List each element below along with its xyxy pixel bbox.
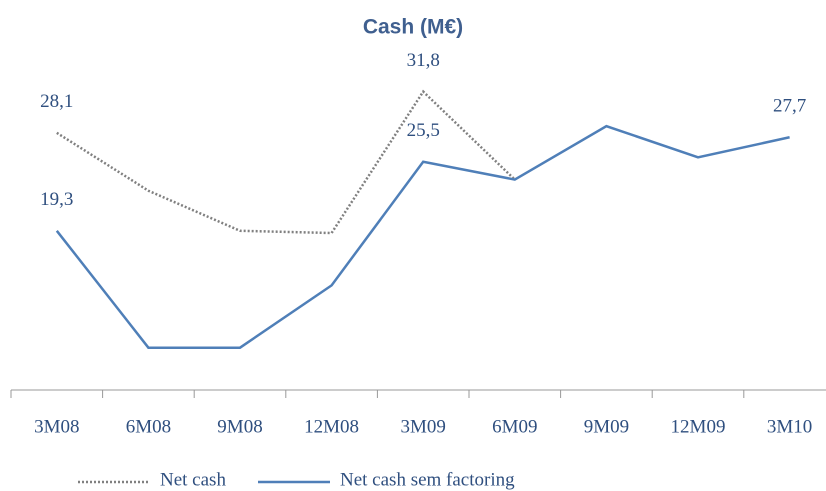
x-tick-label: 6M09 <box>492 416 537 437</box>
data-label: 27,7 <box>773 96 806 117</box>
x-tick-label: 6M08 <box>126 416 171 437</box>
data-label: 31,8 <box>407 50 440 71</box>
data-label: 25,5 <box>407 120 440 141</box>
x-tick-label: 3M09 <box>400 416 445 437</box>
x-tick-label: 12M09 <box>671 416 726 437</box>
data-label: 19,3 <box>40 189 73 210</box>
data-label: 28,1 <box>40 91 73 112</box>
series-line <box>55 124 790 349</box>
series-line <box>56 89 516 235</box>
legend-label: Net cash <box>160 469 226 490</box>
x-tick-label: 3M10 <box>767 416 812 437</box>
x-tick-label: 9M09 <box>584 416 629 437</box>
x-tick-label: 9M08 <box>217 416 262 437</box>
chart-title: Cash (M€) <box>363 16 463 39</box>
legend-label: Net cash sem factoring <box>340 469 515 490</box>
x-tick-label: 3M08 <box>34 416 79 437</box>
x-tick-label: 12M08 <box>304 416 359 437</box>
